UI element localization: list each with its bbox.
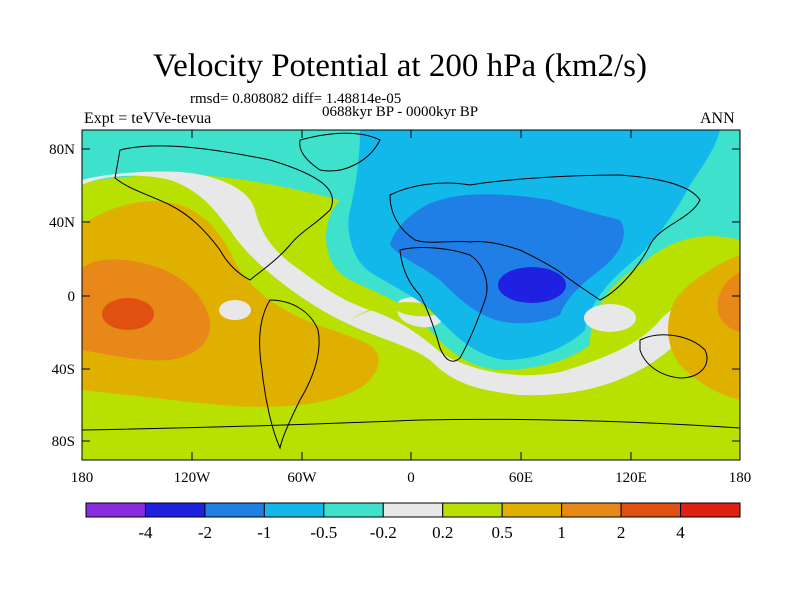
lon-tick-60E: 60E (509, 470, 533, 486)
lat-tick-40N: 40N (49, 215, 75, 231)
band-0.2-0.5-strip (350, 302, 445, 320)
band-4-plus-west (102, 298, 154, 330)
colorbar-label-6: 0.5 (492, 523, 513, 542)
band-neg0.2-0.2-island (219, 300, 251, 320)
lon-tick-60W: 60W (287, 470, 317, 486)
lat-tick-marks (82, 148, 740, 442)
colorbar-label-1: -2 (198, 523, 212, 542)
colorbar-label-3: -0.5 (310, 523, 337, 542)
colorbar-swatch-2 (204, 502, 265, 518)
band-neg4-neg2 (498, 267, 566, 303)
band-neg2-neg1 (390, 194, 624, 324)
stats-text: rmsd= 0.808082 diff= 1.48814e-05 (190, 91, 402, 107)
colorbar-swatch-4 (323, 502, 384, 518)
band-neg0.2-0.2 (82, 171, 740, 396)
lon-tick-180-right: 180 (729, 470, 752, 486)
lat-tick-80S: 80S (52, 434, 75, 450)
colorbar-label-4: -0.2 (370, 523, 397, 542)
lat-tick-80N: 80N (49, 142, 75, 158)
lon-tick-labels: 180 120W 60W 0 60E 120E 180 (71, 470, 752, 486)
lon-tick-0: 0 (407, 470, 415, 486)
lon-tick-120W: 120W (174, 470, 212, 486)
colorbar-label-0: -4 (138, 523, 153, 542)
colorbar-label-2: -1 (257, 523, 271, 542)
colorbar-swatch-6 (442, 502, 503, 518)
colorbar-swatch-10 (680, 502, 741, 518)
colorbar-swatch-9 (620, 502, 682, 518)
colorbar-swatch-3 (263, 502, 325, 518)
lat-tick-40S: 40S (52, 362, 75, 378)
colorbar: -4 -2 -1 -0.5 -0.2 0.2 0.5 1 2 4 (85, 502, 741, 542)
colorbar-swatch-0 (85, 502, 146, 518)
colorbar-swatch-8 (561, 502, 622, 518)
contour-field (82, 130, 740, 460)
lon-tick-marks (191, 130, 632, 460)
colorbar-swatch-1 (144, 502, 206, 518)
lon-tick-180-left: 180 (71, 470, 94, 486)
colorbar-label-8: 2 (617, 523, 626, 542)
lon-tick-120E: 120E (615, 470, 647, 486)
colorbar-label-9: 4 (676, 523, 685, 542)
band-0.2-0.5-south (82, 400, 740, 460)
lat-tick-labels: 80N 40N 0 40S 80S (49, 142, 75, 450)
lat-tick-0: 0 (68, 289, 76, 305)
colorbar-label-7: 1 (557, 523, 566, 542)
colorbar-label-5: 0.2 (432, 523, 453, 542)
colorbar-swatch-7 (501, 502, 563, 518)
plot-title: Velocity Potential at 200 hPa (km2/s) (152, 48, 648, 84)
band-neg0.2-0.2-island-2 (584, 304, 636, 332)
season-label: ANN (700, 110, 735, 127)
experiment-label: Expt = teVVe-tevua (84, 110, 212, 127)
colorbar-swatch-5 (382, 502, 444, 518)
coastlines (82, 132, 740, 450)
period-label: 0688kyr BP - 0000kyr BP (322, 104, 479, 120)
band-2-4-east (717, 272, 740, 332)
